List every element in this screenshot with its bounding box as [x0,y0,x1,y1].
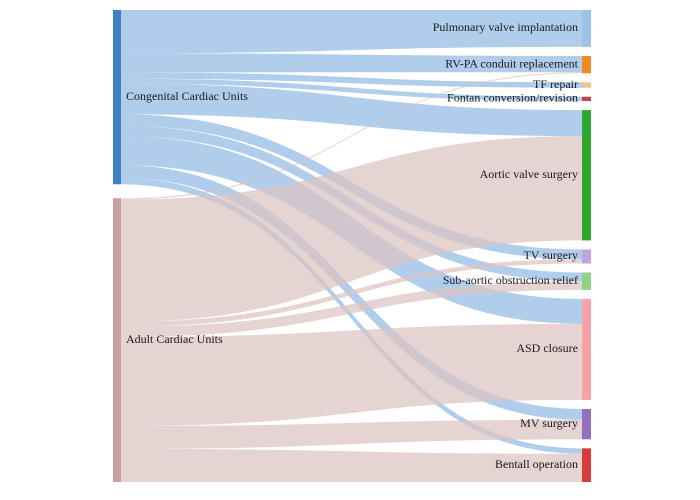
sankey-links [121,10,582,482]
node-label-tv: TV surgery [523,248,578,262]
sankey-labels: Congenital Cardiac Units Adult Cardiac Un… [126,20,579,471]
link-adult-mv [121,419,582,449]
link-adult-bentall [121,448,582,482]
node-rvpa [582,55,591,74]
link-adult-rvpa [121,72,582,200]
link-congenital-aortic [121,83,582,137]
node-label-mv: MV surgery [520,416,578,430]
node-asd [582,298,591,400]
node-label-asd: ASD closure [516,341,578,355]
link-adult-subaortic [121,281,582,337]
node-congenital [113,10,121,185]
node-label-aortic: Aortic valve surgery [480,167,578,181]
node-label-subaortic: Sub-aortic obstruction relief [443,273,578,287]
link-adult-aortic [121,136,582,322]
link-congenital-tf [121,72,582,88]
node-label-tf: TF repair [533,77,578,91]
node-subaortic [582,272,591,290]
node-label-pulmonary: Pulmonary valve implantation [433,20,578,34]
node-aortic [582,110,591,241]
link-congenital-pulmonary [121,10,582,54]
node-fontan [582,96,591,102]
node-label-rvpa: RV-PA conduit replacement [445,56,578,70]
link-congenital-fontan [121,78,582,102]
node-label-fontan: Fontan conversion/revision [447,91,578,105]
node-adult [113,198,121,483]
node-tv [582,249,591,264]
node-label-bentall: Bentall operation [495,457,578,471]
node-pulmonary [582,10,591,47]
node-label-congenital: Congenital Cardiac Units [126,89,248,103]
link-adult-asd [121,323,582,427]
node-bentall [582,448,591,482]
link-congenital-bentall [121,177,582,454]
link-congenital-rvpa [121,53,582,73]
sankey-nodes [113,10,591,483]
node-tf [582,82,591,88]
node-label-adult: Adult Cardiac Units [126,332,223,346]
link-adult-tv [121,259,582,327]
node-mv [582,408,591,440]
